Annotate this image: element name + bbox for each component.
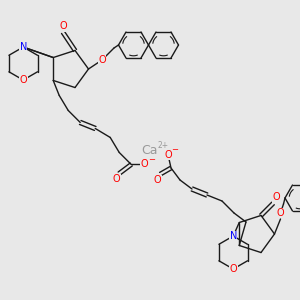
Text: O: O	[230, 264, 237, 274]
Text: −: −	[148, 155, 155, 164]
Text: O: O	[59, 22, 67, 32]
Text: −: −	[171, 146, 178, 154]
Text: O: O	[154, 175, 161, 185]
Text: O: O	[164, 149, 172, 160]
Text: 2+: 2+	[158, 141, 169, 150]
Text: O: O	[272, 193, 280, 202]
Text: O: O	[277, 208, 284, 218]
Text: O: O	[20, 75, 27, 85]
Text: N: N	[230, 231, 237, 241]
Text: O: O	[112, 175, 120, 184]
Text: N: N	[20, 42, 27, 52]
Text: O: O	[98, 55, 106, 65]
Text: Ca: Ca	[142, 143, 158, 157]
Text: O: O	[141, 160, 148, 170]
